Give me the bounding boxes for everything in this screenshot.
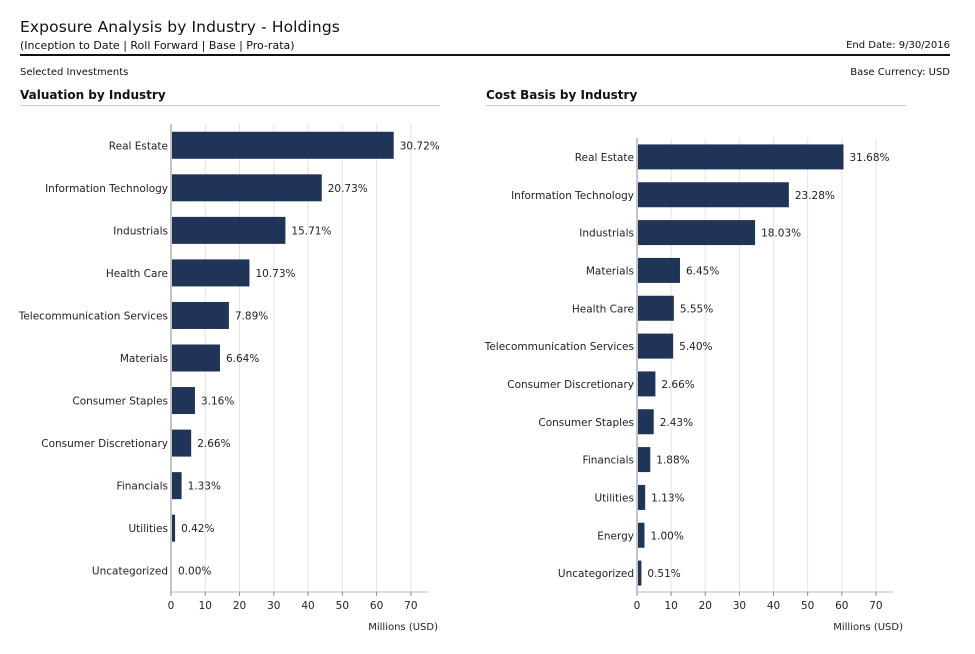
header-divider (20, 54, 950, 56)
valuation-data-label: 1.33% (188, 481, 221, 493)
cost-basis-data-label: 2.43% (660, 417, 693, 429)
valuation-data-label: 7.89% (235, 310, 268, 322)
valuation-tick-label: 10 (199, 600, 212, 612)
valuation-bar-consumer-staples (172, 387, 195, 415)
valuation-data-label: 6.64% (226, 353, 259, 365)
cost-basis-category-label: Industrials (579, 228, 634, 240)
selected-investments-label: Selected Investments (20, 67, 129, 78)
cost-basis-category-label: Real Estate (575, 152, 634, 164)
valuation-bar-consumer-discretionary (172, 429, 192, 457)
cost-basis-bar-consumer-staples (638, 409, 654, 435)
valuation-category-label: Industrials (113, 225, 168, 237)
cost-basis-tick-label: 20 (699, 600, 712, 612)
cost-basis-data-label: 18.03% (761, 228, 801, 240)
valuation-data-label: 10.73% (255, 268, 295, 280)
cost-basis-data-label: 6.45% (686, 265, 719, 277)
cost-basis-category-label: Information Technology (511, 190, 634, 202)
cost-basis-title-rule (486, 105, 906, 106)
cost-basis-bar-consumer-discretionary (638, 371, 656, 397)
valuation-tick-label: 50 (336, 600, 349, 612)
valuation-tick-label: 0 (168, 600, 175, 612)
valuation-bar-materials (172, 344, 220, 372)
cost-basis-x-axis-title: Millions (USD) (833, 622, 903, 633)
cost-basis-tick-label: 50 (801, 600, 814, 612)
cost-basis-bar-real-estate (638, 144, 844, 170)
cost-basis-data-label: 23.28% (795, 190, 835, 202)
valuation-category-label: Financials (117, 481, 168, 493)
valuation-bar-health-care (172, 259, 250, 287)
cost-basis-bar-financials (638, 447, 651, 473)
cost-basis-category-label: Consumer Discretionary (507, 379, 634, 391)
cost-basis-data-label: 1.88% (656, 455, 689, 467)
report-subtitle: (Inception to Date | Roll Forward | Base… (20, 39, 295, 52)
cost-basis-data-label: 0.51% (647, 568, 680, 580)
cost-basis-data-label: 2.66% (661, 379, 694, 391)
cost-basis-category-label: Utilities (594, 492, 634, 504)
cost-basis-bar-utilities (638, 484, 646, 510)
cost-basis-tick-label: 0 (634, 600, 641, 612)
valuation-category-label: Materials (120, 353, 168, 365)
cost-basis-data-label: 1.00% (650, 530, 683, 542)
cost-basis-data-label: 5.40% (679, 341, 712, 353)
cost-basis-tick-label: 40 (767, 600, 780, 612)
valuation-bar-utilities (172, 514, 176, 542)
valuation-tick-label: 40 (301, 600, 314, 612)
valuation-category-label: Consumer Staples (72, 396, 168, 408)
valuation-title-rule (20, 105, 440, 106)
valuation-category-label: Uncategorized (92, 566, 168, 578)
valuation-category-label: Consumer Discretionary (41, 438, 168, 450)
cost-basis-bar-information-technology (638, 182, 789, 208)
cost-basis-tick-label: 10 (664, 600, 677, 612)
base-currency-label: Base Currency: USD (850, 67, 950, 78)
valuation-category-label: Telecommunication Services (18, 310, 168, 322)
valuation-category-label: Health Care (106, 268, 168, 280)
valuation-tick-label: 70 (404, 600, 417, 612)
valuation-bar-telecommunication-services (172, 301, 229, 329)
valuation-data-label: 0.00% (178, 566, 211, 578)
valuation-category-label: Utilities (128, 523, 168, 535)
valuation-bar-financials (172, 472, 182, 500)
cost-basis-category-label: Consumer Staples (538, 417, 634, 429)
cost-basis-bar-telecommunication-services (638, 333, 674, 359)
cost-basis-category-label: Uncategorized (558, 568, 634, 580)
cost-basis-tick-label: 60 (835, 600, 848, 612)
valuation-bar-real-estate (172, 131, 394, 159)
valuation-category-label: Information Technology (45, 183, 168, 195)
valuation-data-label: 30.72% (400, 140, 440, 152)
valuation-category-label: Real Estate (109, 140, 168, 152)
cost-basis-bar-energy (638, 522, 645, 548)
valuation-tick-label: 30 (267, 600, 280, 612)
cost-basis-tick-label: 30 (733, 600, 746, 612)
cost-basis-category-label: Financials (583, 455, 634, 467)
cost-basis-bar-industrials (638, 220, 756, 246)
cost-basis-category-label: Energy (597, 530, 634, 542)
valuation-data-label: 0.42% (181, 523, 214, 535)
cost-basis-category-label: Telecommunication Services (484, 341, 634, 353)
valuation-data-label: 20.73% (328, 183, 368, 195)
valuation-data-label: 3.16% (201, 396, 234, 408)
valuation-tick-label: 20 (233, 600, 246, 612)
valuation-chart-title: Valuation by Industry (20, 88, 166, 102)
valuation-data-label: 2.66% (197, 438, 230, 450)
cost-basis-category-label: Health Care (572, 303, 634, 315)
valuation-tick-label: 60 (370, 600, 383, 612)
report-title: Exposure Analysis by Industry - Holdings (20, 18, 340, 36)
cost-basis-data-label: 1.13% (651, 492, 684, 504)
valuation-bar-industrials (172, 216, 286, 244)
cost-basis-chart-title: Cost Basis by Industry (486, 88, 638, 102)
valuation-data-label: 15.71% (291, 225, 331, 237)
cost-basis-category-label: Materials (586, 265, 634, 277)
valuation-bar-information-technology (172, 174, 322, 202)
cost-basis-bar-health-care (638, 295, 674, 321)
cost-basis-data-label: 31.68% (849, 152, 889, 164)
cost-basis-tick-label: 70 (869, 600, 882, 612)
cost-basis-data-label: 5.55% (680, 303, 713, 315)
cost-basis-bar-materials (638, 257, 680, 283)
valuation-x-axis-title: Millions (USD) (368, 622, 438, 633)
cost-basis-bar-uncategorized (638, 560, 642, 586)
end-date: End Date: 9/30/2016 (846, 40, 950, 51)
